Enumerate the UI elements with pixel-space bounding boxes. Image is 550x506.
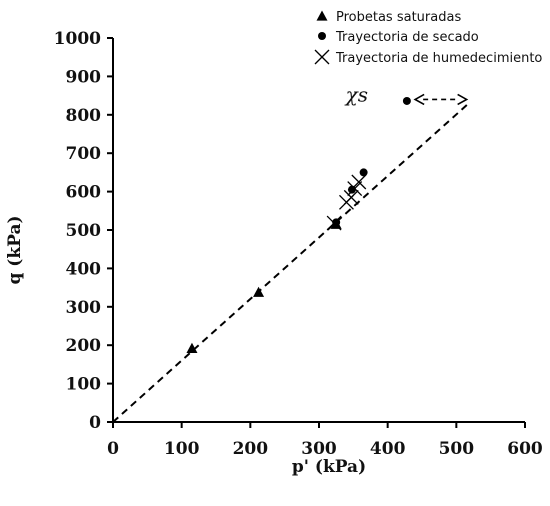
reference-line-layer bbox=[112, 101, 471, 423]
data-point-triangle-0 bbox=[186, 342, 198, 353]
data-point-x-2 bbox=[343, 189, 359, 205]
annotation-layer: χs bbox=[344, 82, 469, 106]
legend-label-circle: Trayectoria de secado bbox=[335, 30, 479, 45]
data-point-circle-2 bbox=[359, 168, 368, 177]
y-tick-label: 300 bbox=[66, 298, 102, 318]
legend-label-triangle: Probetas saturadas bbox=[336, 10, 461, 25]
annotation-label: χs bbox=[344, 82, 368, 106]
y-tick-label: 100 bbox=[66, 375, 102, 395]
data-point-circle-3 bbox=[402, 96, 411, 105]
y-tick-label: 500 bbox=[66, 221, 102, 241]
legend-marker-x bbox=[314, 49, 330, 65]
legend-marker-triangle bbox=[316, 10, 328, 21]
x-tick-label: 0 bbox=[107, 439, 119, 459]
legend: Probetas saturadas Trayectoria de secado T… bbox=[314, 10, 542, 66]
annotation-arrowhead-right bbox=[457, 93, 469, 106]
data-point-x-0 bbox=[326, 215, 342, 231]
data-points-layer bbox=[186, 96, 411, 353]
x-axis-title: p' (kPa) bbox=[292, 457, 366, 477]
y-tick-label: 400 bbox=[66, 259, 102, 279]
x-tick-label: 100 bbox=[164, 439, 200, 459]
data-point-x-4 bbox=[351, 174, 367, 190]
y-tick-label: 700 bbox=[66, 144, 102, 164]
x-tick-label: 600 bbox=[507, 439, 543, 459]
legend-marker-circle bbox=[318, 32, 326, 40]
legend-label-x: Trayectoria de humedecimiento bbox=[335, 51, 542, 66]
data-point-x-3-stroke-b bbox=[347, 181, 363, 196]
y-tick-label: 600 bbox=[66, 183, 102, 203]
y-tick-label: 0 bbox=[89, 413, 101, 433]
data-point-circle-0 bbox=[332, 218, 341, 227]
data-point-x-2-stroke-b bbox=[343, 189, 359, 205]
x-tick-label: 400 bbox=[370, 439, 406, 459]
x-tick-label: 300 bbox=[301, 439, 337, 459]
y-tick-label: 200 bbox=[66, 336, 102, 356]
y-tick-label: 1000 bbox=[54, 29, 101, 49]
data-point-x-3 bbox=[347, 181, 363, 196]
y-tick-label: 900 bbox=[66, 67, 102, 87]
legend-marker-x-stroke-b bbox=[314, 49, 330, 65]
data-point-x-0-stroke-b bbox=[326, 215, 342, 231]
reference-line bbox=[112, 101, 471, 423]
axes: 0 100 200 300 400 500 600 700 800 900 1000 0 100 200 3… bbox=[5, 29, 543, 477]
x-tick-label: 500 bbox=[439, 439, 475, 459]
data-point-x-4-stroke-b bbox=[351, 174, 367, 190]
x-tick-label: 200 bbox=[233, 439, 269, 459]
data-point-triangle-1 bbox=[253, 286, 265, 297]
annotation-arrowhead-left bbox=[413, 93, 425, 106]
y-tick-label: 800 bbox=[66, 106, 102, 126]
y-axis-title: q (kPa) bbox=[5, 215, 25, 284]
